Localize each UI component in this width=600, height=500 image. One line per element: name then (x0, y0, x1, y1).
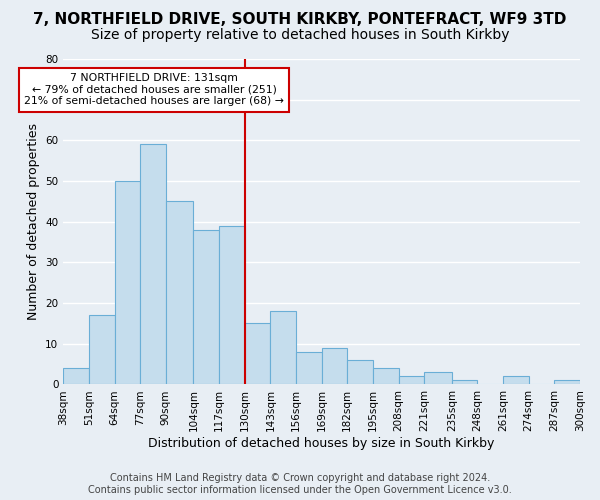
Text: Contains HM Land Registry data © Crown copyright and database right 2024.
Contai: Contains HM Land Registry data © Crown c… (88, 474, 512, 495)
Bar (140, 144, 166, 384)
Bar (398, 376, 424, 384)
Bar (554, 380, 580, 384)
Text: Size of property relative to detached houses in South Kirkby: Size of property relative to detached ho… (91, 28, 509, 42)
Bar (166, 202, 193, 384)
Y-axis label: Number of detached properties: Number of detached properties (27, 123, 40, 320)
Bar (89, 316, 115, 384)
Bar (503, 376, 529, 384)
Bar (322, 348, 347, 385)
Bar (271, 311, 296, 384)
Bar (115, 181, 140, 384)
Bar (193, 230, 219, 384)
Bar (424, 372, 452, 384)
Bar (245, 324, 271, 384)
Bar (219, 226, 245, 384)
X-axis label: Distribution of detached houses by size in South Kirkby: Distribution of detached houses by size … (148, 437, 495, 450)
Text: 7, NORTHFIELD DRIVE, SOUTH KIRKBY, PONTEFRACT, WF9 3TD: 7, NORTHFIELD DRIVE, SOUTH KIRKBY, PONTE… (34, 12, 566, 28)
Text: 7 NORTHFIELD DRIVE: 131sqm
← 79% of detached houses are smaller (251)
21% of sem: 7 NORTHFIELD DRIVE: 131sqm ← 79% of deta… (24, 73, 284, 106)
Bar (373, 368, 398, 384)
Bar (452, 380, 478, 384)
Bar (63, 368, 89, 384)
Bar (296, 352, 322, 384)
Bar (347, 360, 373, 384)
